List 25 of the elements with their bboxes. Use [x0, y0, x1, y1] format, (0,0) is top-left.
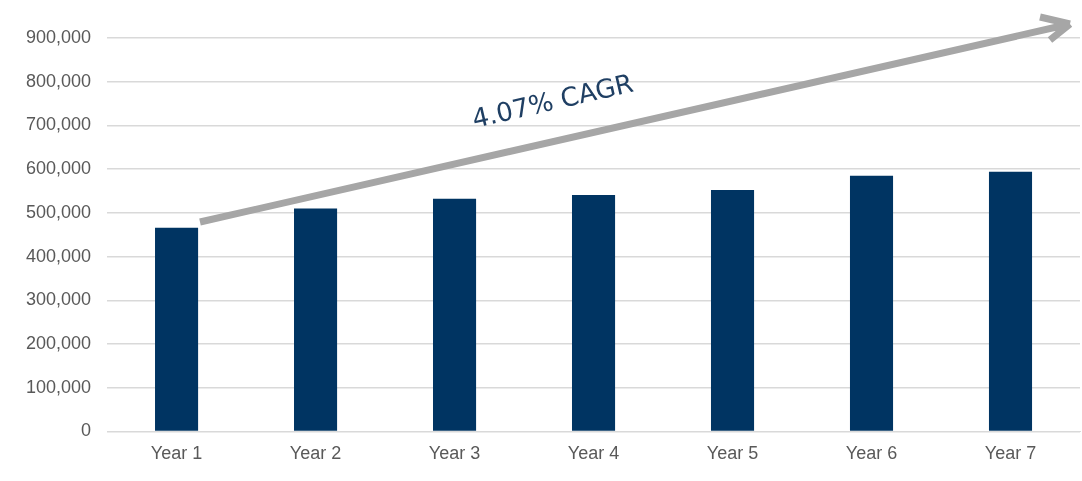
x-tick-label: Year 1: [150, 443, 203, 464]
y-tick-label: 100,000: [25, 376, 92, 397]
bar: [433, 198, 477, 431]
bar: [988, 171, 1033, 431]
y-tick-label: 300,000: [25, 289, 92, 310]
y-tick-label: 700,000: [25, 114, 92, 135]
x-tick-label: Year 7: [984, 443, 1037, 464]
x-tick-label: Year 3: [428, 443, 481, 464]
y-tick-label: 0: [81, 420, 92, 441]
y-tick-label: 600,000: [25, 158, 92, 179]
y-tick-label: 800,000: [25, 70, 92, 91]
bar: [710, 190, 755, 431]
x-tick-label: Year 2: [289, 443, 342, 464]
y-tick-label: 500,000: [25, 201, 92, 222]
bar: [571, 194, 616, 431]
bar: [155, 227, 199, 431]
x-tick-label: Year 6: [845, 443, 898, 464]
y-tick-label: 200,000: [25, 332, 92, 353]
x-tick-label: Year 4: [567, 443, 620, 464]
x-tick-label: Year 5: [706, 443, 759, 464]
annotation: 4.07% CAGR: [468, 67, 636, 134]
bar: [294, 208, 338, 431]
bar: [849, 175, 894, 431]
y-tick-label: 900,000: [25, 26, 92, 47]
y-tick-label: 400,000: [25, 245, 92, 266]
